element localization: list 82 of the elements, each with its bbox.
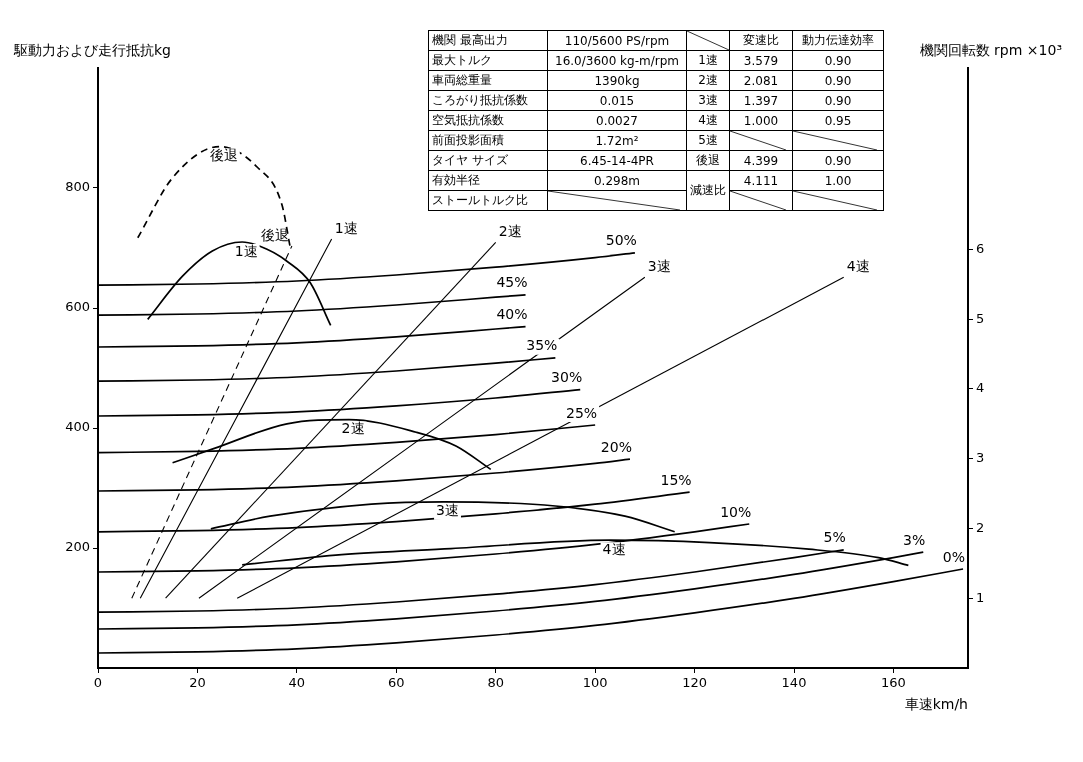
- y-axis-title: 駆動力および走行抵抗kg: [13, 41, 171, 58]
- annotation: 減速比: [686, 170, 730, 211]
- series-label: 0%: [942, 548, 966, 565]
- annotation: 後退: [686, 150, 730, 171]
- annotation: 4.399: [729, 150, 793, 171]
- annotation: タイヤ サイズ: [428, 150, 548, 171]
- x-tick-label: 0: [93, 675, 103, 691]
- series-label: 1速: [234, 242, 258, 259]
- series-label: 1速: [334, 219, 358, 236]
- annotation: 3速: [686, 90, 730, 111]
- annotation: 3.579: [729, 50, 793, 71]
- series-label: 35%: [526, 337, 558, 354]
- annotation: 0.90: [792, 150, 884, 171]
- x-tick-label: 160: [881, 675, 906, 691]
- y-tick-label: 400: [65, 419, 90, 435]
- text: 110/5600 PS/rpm: [547, 30, 687, 51]
- y-tick-label: 200: [65, 539, 90, 555]
- annotation: 0.90: [792, 50, 884, 71]
- y2-tick-label: 1: [976, 589, 985, 605]
- series-label: 3%: [903, 531, 926, 548]
- annotation: 1.72m²: [547, 130, 687, 151]
- annotation: ころがり抵抗係数: [428, 90, 548, 111]
- y2-tick-label: 6: [976, 240, 985, 256]
- text: 機関 最高出力: [428, 30, 548, 51]
- x-axis-title: 車速km/h: [904, 695, 968, 712]
- x-tick-label: 120: [682, 675, 707, 691]
- y2-tick-label: 4: [976, 380, 985, 396]
- annotation: 2.081: [729, 70, 793, 91]
- series-label: 50%: [605, 232, 637, 249]
- series-label: 45%: [496, 274, 528, 291]
- x-tick-label: 100: [582, 675, 608, 691]
- text: 変速比: [729, 30, 793, 51]
- y-tick-label: 800: [65, 179, 90, 195]
- series-label: 40%: [496, 306, 528, 323]
- x-tick-label: 60: [388, 675, 405, 691]
- y2-axis-title: 機関回転数 rpm ×10³: [919, 41, 1062, 58]
- annotation: 1.397: [729, 90, 793, 111]
- annotation: 6.45-14-4PR: [547, 150, 687, 171]
- annotation: 有効半径: [428, 170, 548, 191]
- annotation: 車両総重量: [428, 70, 548, 91]
- y2-tick-label: 3: [976, 450, 985, 466]
- annotation: 空気抵抗係数: [428, 110, 548, 131]
- annotation: 1.00: [792, 170, 884, 191]
- annotation: 0.95: [792, 110, 884, 131]
- x-tick-label: 80: [487, 675, 504, 691]
- series-label: 10%: [720, 503, 752, 520]
- annotation: 0.0027: [547, 110, 687, 131]
- text: 最大トルク: [428, 50, 548, 71]
- x-tick-label: 140: [781, 675, 807, 691]
- series-label: 後退: [209, 147, 238, 164]
- series-label: 2速: [498, 223, 522, 240]
- annotation: 16.0/3600 kg-m/rpm: [547, 50, 687, 71]
- x-tick-label: 40: [288, 675, 306, 691]
- series-label: 20%: [600, 438, 632, 455]
- series-label: 3速: [647, 257, 671, 274]
- y2-tick-label: 5: [976, 310, 985, 326]
- y-tick-label: 600: [65, 299, 90, 315]
- series-label: 4速: [846, 257, 870, 274]
- text: 1速: [686, 50, 730, 71]
- annotation: 前面投影面積: [428, 130, 548, 151]
- annotation: 4速: [686, 110, 730, 131]
- annotation: 1390kg: [547, 70, 687, 91]
- series-label: 5%: [823, 529, 846, 546]
- series-label: 2速: [341, 420, 365, 437]
- annotation: 2速: [686, 70, 730, 91]
- annotation: 4.111: [729, 170, 793, 191]
- annotation: 0.015: [547, 90, 687, 111]
- series-label: 30%: [551, 369, 583, 386]
- series-label: 3速: [436, 502, 459, 519]
- series-label: 後退: [260, 226, 289, 243]
- series-label: 4速: [602, 540, 626, 557]
- x-tick-label: 20: [189, 675, 206, 691]
- annotation: 0.90: [792, 90, 884, 111]
- annotation: ストールトルク比: [428, 190, 548, 211]
- y2-tick-label: 2: [976, 519, 985, 535]
- annotation: 5速: [686, 130, 730, 151]
- series-label: 25%: [566, 404, 598, 421]
- annotation: 0.298m: [547, 170, 687, 191]
- series-label: 15%: [660, 471, 692, 488]
- annotation: 1.000: [729, 110, 793, 131]
- text: 動力伝達効率: [792, 30, 884, 51]
- annotation: 0.90: [792, 70, 884, 91]
